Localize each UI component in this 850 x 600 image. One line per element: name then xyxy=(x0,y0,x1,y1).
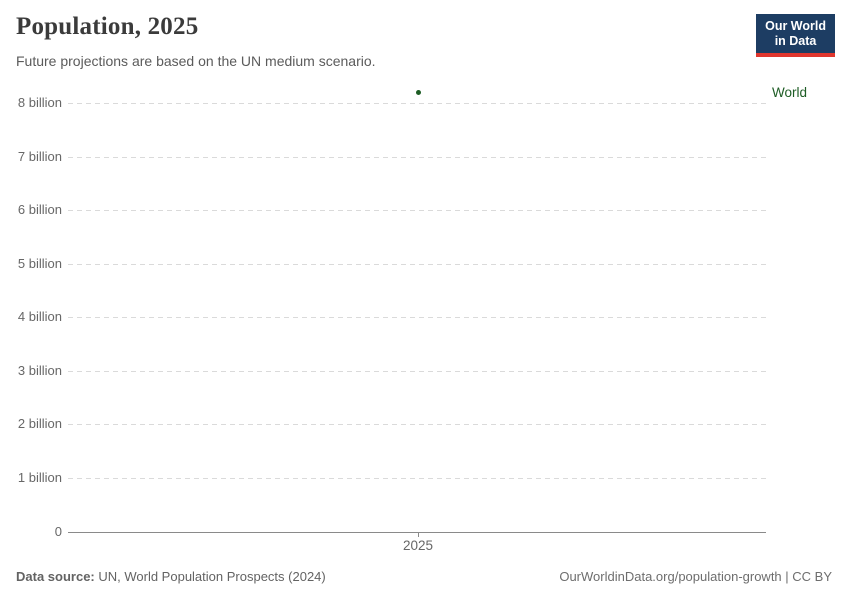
y-gridline xyxy=(68,263,766,265)
y-gridline xyxy=(68,210,766,212)
owid-logo[interactable]: Our World in Data xyxy=(756,14,835,57)
chart-subtitle: Future projections are based on the UN m… xyxy=(16,53,376,69)
y-gridline xyxy=(68,477,766,479)
chart-footer: Data source: UN, World Population Prospe… xyxy=(16,569,832,584)
series-label-world[interactable]: World xyxy=(772,85,808,100)
credit-link[interactable]: OurWorldinData.org/population-growth | C… xyxy=(559,569,832,584)
y-axis-tick-label: 5 billion xyxy=(17,255,62,271)
x-axis-tick-mark xyxy=(418,532,419,537)
y-gridline xyxy=(68,317,766,319)
y-gridline xyxy=(68,103,766,105)
chart-title: Population, 2025 xyxy=(16,13,199,40)
y-axis-tick-label: 7 billion xyxy=(17,148,62,164)
data-point-world[interactable] xyxy=(415,89,421,95)
y-axis-tick-label: 2 billion xyxy=(17,416,62,432)
y-axis-tick-label: 8 billion xyxy=(17,95,62,111)
y-gridline xyxy=(68,370,766,372)
data-source-label: Data source: xyxy=(16,569,95,584)
y-axis-tick-label: 1 billion xyxy=(17,469,62,485)
y-axis-tick-label: 3 billion xyxy=(17,362,62,378)
y-axis-tick-label: 4 billion xyxy=(17,309,62,325)
owid-logo-line2: in Data xyxy=(774,34,817,48)
y-axis-tick-label: 0 xyxy=(54,523,62,539)
x-axis-tick-label: 2025 xyxy=(402,538,434,553)
y-axis-tick-label: 6 billion xyxy=(17,202,62,218)
data-source-text: UN, World Population Prospects (2024) xyxy=(94,569,326,584)
data-source-note: Data source: UN, World Population Prospe… xyxy=(16,569,326,584)
x-axis-line xyxy=(68,531,766,533)
owid-logo-line1: Our World xyxy=(765,19,826,33)
y-gridline xyxy=(68,156,766,158)
y-gridline xyxy=(68,424,766,426)
